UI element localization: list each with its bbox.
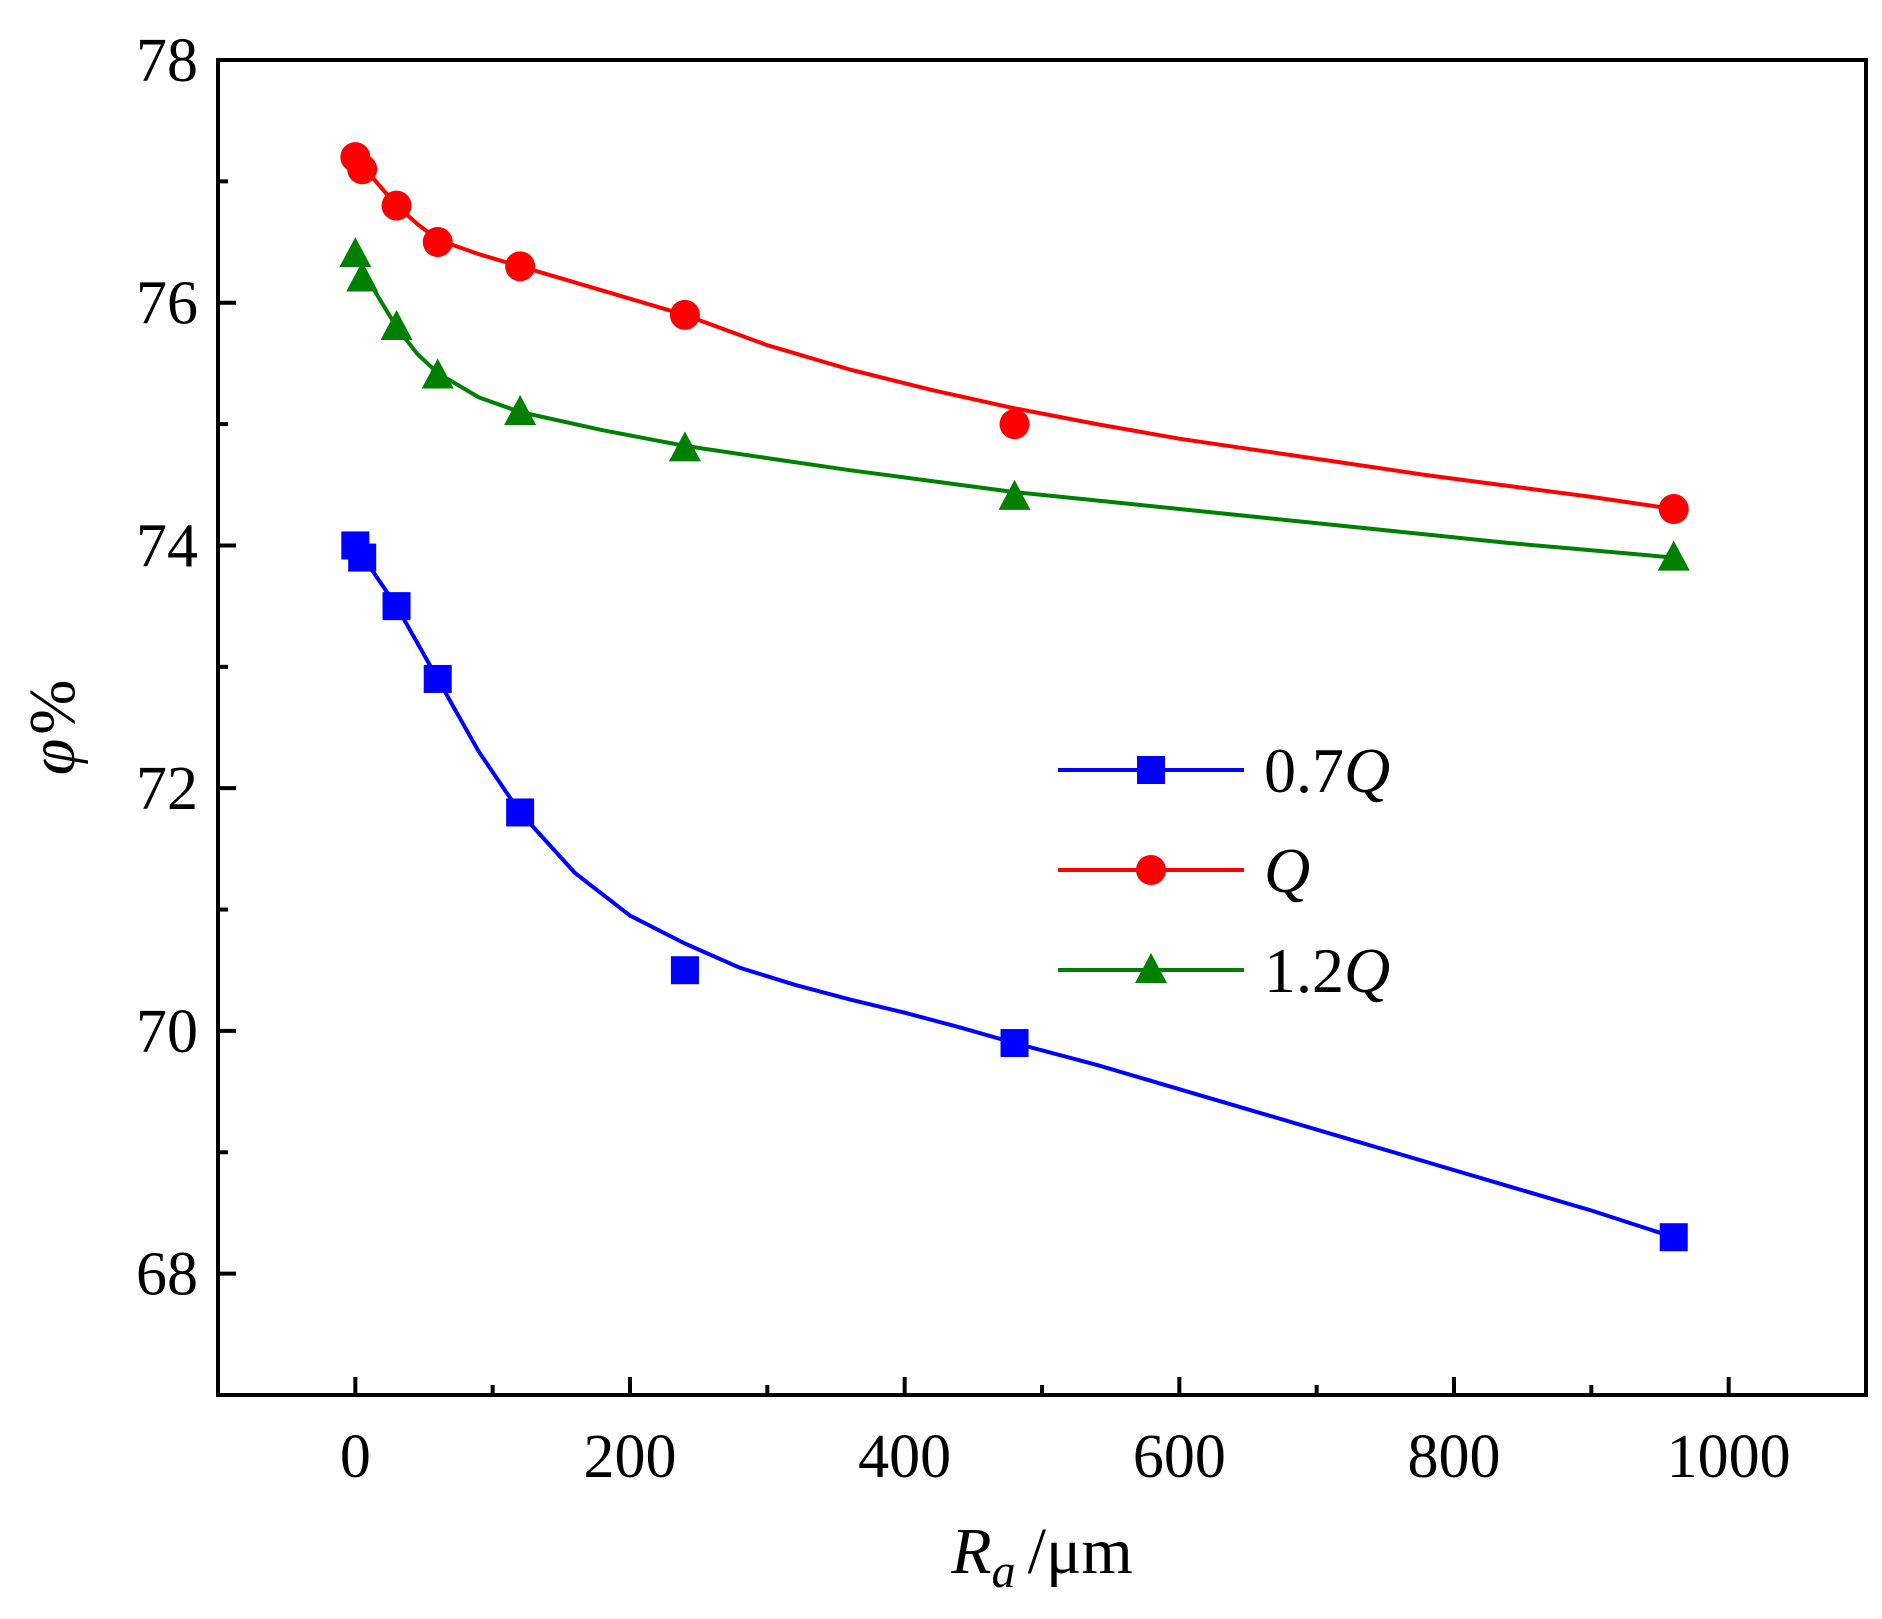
x-tick-label: 600 [1133, 1423, 1226, 1491]
x-tick-label: 0 [340, 1423, 371, 1491]
legend-label-symbol: Q [1264, 835, 1310, 906]
data-point-1-2q [346, 261, 379, 292]
data-point-1-2q [1657, 540, 1690, 571]
y-axis-ticks: 68 70 72 74 76 78 [136, 27, 236, 1397]
data-point-0-7q [1000, 1029, 1029, 1058]
legend-label-prefix: 1.2 [1264, 935, 1344, 1006]
y-tick-label: 72 [136, 755, 198, 823]
data-point-q [1658, 494, 1689, 525]
data-point-1-2q [421, 358, 454, 389]
series-line-0-7q [353, 544, 1675, 1240]
legend-label-prefix: 0.7 [1264, 735, 1344, 806]
data-point-1-2q [380, 310, 413, 340]
y-tick-label: 76 [136, 270, 198, 338]
data-point-0-7q [670, 956, 699, 985]
data-point-q [669, 299, 700, 330]
data-point-1-2q [998, 479, 1031, 510]
data-point-1-2q [504, 394, 537, 425]
data-point-q [422, 227, 453, 258]
legend-label-symbol: Q [1344, 935, 1390, 1006]
legend-marker-1-2q [1135, 953, 1167, 983]
data-point-0-7q [348, 543, 377, 572]
x-axis-ticks: 0 200 400 600 800 1000 [340, 1377, 1791, 1491]
x-tick-label: 400 [858, 1423, 951, 1491]
data-point-0-7q [1659, 1223, 1688, 1252]
x-tick-label: 1000 [1667, 1423, 1791, 1491]
series-markers [339, 142, 1690, 1252]
data-point-0-7q [382, 592, 411, 621]
x-axis-title: Ra/μm [950, 1515, 1132, 1598]
data-point-q [381, 190, 412, 221]
series-line-1-2q [353, 253, 1674, 560]
x-tick-label: 800 [1408, 1423, 1501, 1491]
legend-marker-0-7q [1137, 756, 1165, 784]
series-curves [353, 155, 1675, 1240]
data-point-q [347, 154, 378, 185]
data-point-0-7q [506, 798, 535, 827]
legend-label-0-7q: 0.7Q [1264, 735, 1390, 806]
y-axis-title: φ% [16, 680, 89, 776]
legend-label-1-2q: 1.2Q [1264, 935, 1390, 1006]
x-axis-subscript: a [992, 1545, 1016, 1598]
data-point-q [505, 251, 536, 282]
legend-label-symbol: Q [1344, 735, 1390, 806]
x-axis-unit: /μm [1028, 1515, 1133, 1588]
y-tick-label: 68 [136, 1241, 198, 1309]
legend-marker-q [1136, 855, 1166, 885]
legend-label-q: Q [1264, 835, 1310, 906]
data-point-q [999, 409, 1030, 440]
series-line-q [353, 155, 1674, 511]
y-tick-label: 74 [136, 512, 198, 580]
x-axis-symbol: R [950, 1515, 991, 1588]
data-point-0-7q [423, 664, 452, 693]
y-axis-unit: % [16, 680, 89, 735]
y-axis-symbol: φ [16, 739, 89, 776]
data-point-1-2q [339, 237, 372, 268]
x-tick-label: 200 [584, 1423, 677, 1491]
data-point-1-2q [668, 431, 701, 462]
y-tick-label: 78 [136, 27, 198, 95]
y-tick-label: 70 [136, 998, 198, 1066]
